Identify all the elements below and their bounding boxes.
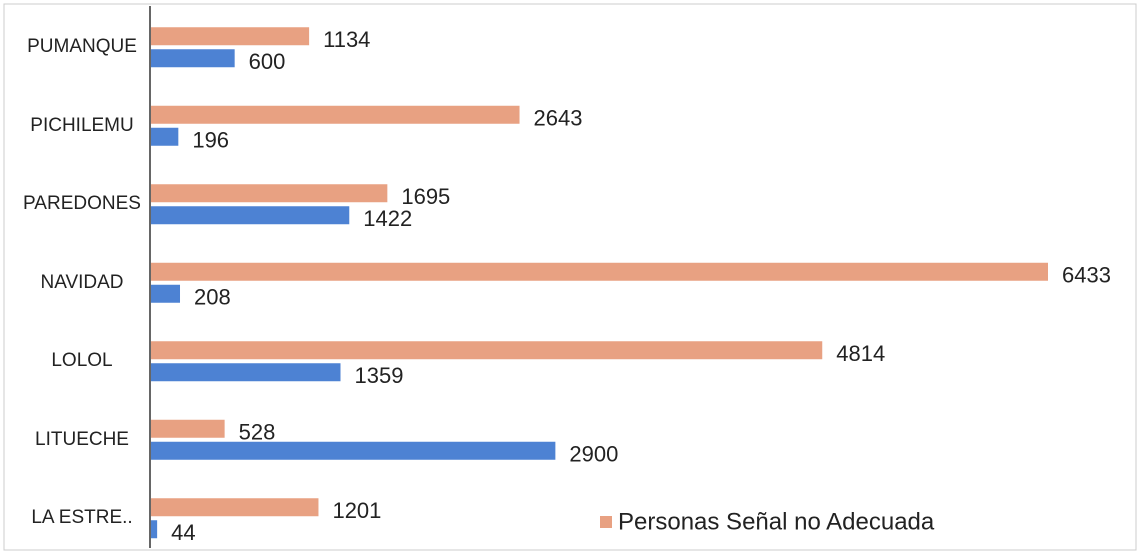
- data-label: 196: [192, 128, 229, 153]
- data-label: 2643: [534, 106, 583, 131]
- chart-border: [3, 3, 1137, 551]
- bar: [151, 498, 319, 517]
- data-label: 528: [239, 420, 276, 445]
- data-label: 1201: [332, 498, 381, 523]
- y-tick-label: NAVIDAD: [40, 271, 124, 293]
- data-label: 1422: [363, 206, 412, 231]
- bar: [151, 341, 823, 360]
- bar: [151, 441, 556, 460]
- bar: [151, 49, 235, 68]
- data-label: 2900: [569, 442, 618, 467]
- bar: [151, 262, 1048, 281]
- bar: [151, 363, 341, 382]
- bar: [151, 184, 388, 203]
- bar: [151, 419, 225, 438]
- data-label: 4814: [836, 341, 885, 366]
- data-label: 44: [171, 520, 195, 545]
- bar: [151, 284, 181, 303]
- data-label: 6433: [1062, 263, 1111, 288]
- bar: [151, 105, 520, 124]
- y-tick-label: LOLOL: [51, 350, 113, 372]
- y-tick-label: PAREDONES: [23, 193, 141, 215]
- legend-swatch: [600, 516, 612, 528]
- y-tick-label: PUMANQUE: [27, 36, 137, 58]
- data-label: 1695: [401, 184, 450, 209]
- y-tick-label: PICHILEMU: [30, 114, 134, 136]
- bar: [151, 27, 310, 46]
- y-tick-label: LITUECHE: [35, 428, 129, 450]
- bar: [151, 206, 350, 225]
- legend-label: Personas Señal no Adecuada: [618, 508, 935, 535]
- data-label: 1359: [354, 363, 403, 388]
- bar: [151, 127, 179, 146]
- y-tick-label: LA ESTRE..: [31, 507, 133, 529]
- bar: [151, 520, 158, 539]
- data-label: 1134: [323, 27, 370, 52]
- data-label: 208: [194, 285, 231, 310]
- data-label: 600: [249, 49, 286, 74]
